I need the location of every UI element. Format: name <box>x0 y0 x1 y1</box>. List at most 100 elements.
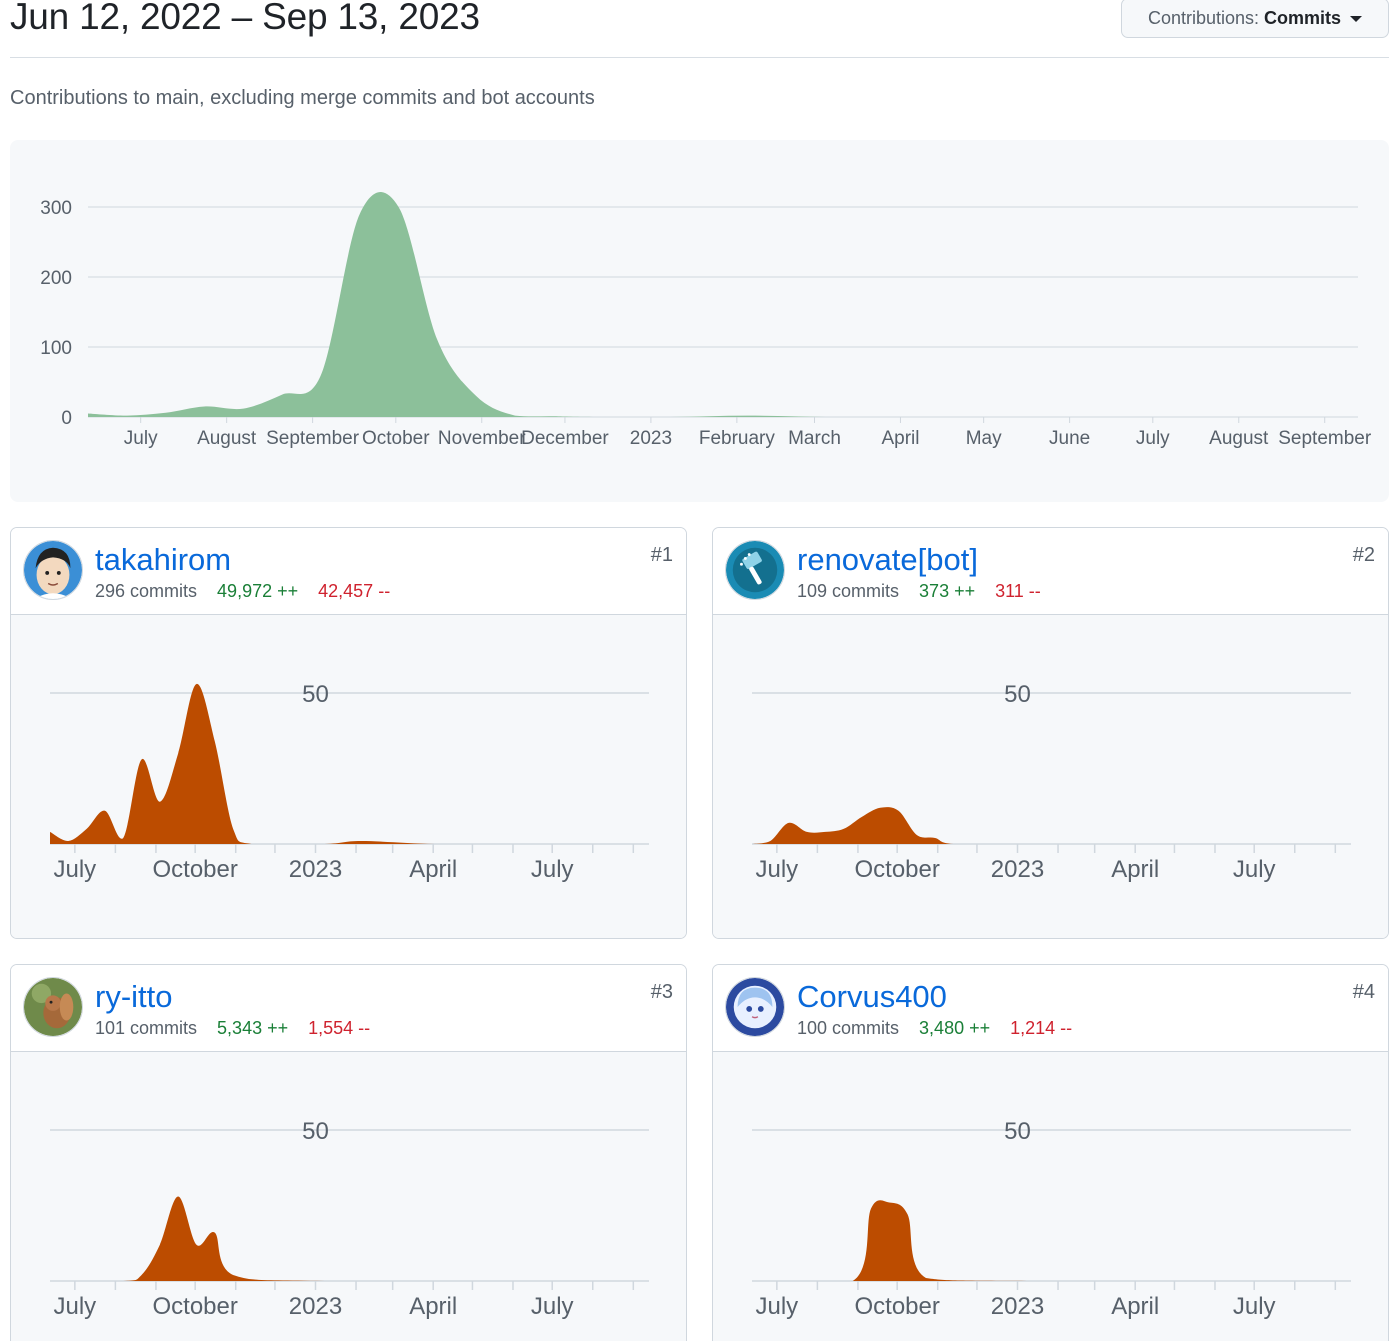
x-tick-label: July <box>756 856 799 883</box>
x-tick-label: September <box>266 428 360 449</box>
x-tick-label: September <box>1278 428 1372 449</box>
rank-label: #1 <box>650 544 673 566</box>
squirrel-avatar[interactable] <box>23 977 83 1037</box>
x-tick-label: December <box>521 428 609 449</box>
commit-count: 109 commits <box>797 581 900 601</box>
overall-contributions-chart: 0 100 200 300 July August September October Nove… <box>10 140 1389 502</box>
contributor-name-link[interactable]: takahirom <box>95 542 232 577</box>
area-series <box>752 807 1351 844</box>
x-tick-label: August <box>197 428 257 449</box>
renovate-bot-avatar[interactable] <box>725 540 785 600</box>
contributor-card: ry-itto 101 commits 5,343 ++ 1,554 -- #3… <box>10 964 687 1341</box>
x-tick-label: July <box>531 856 574 883</box>
x-tick-label: November <box>438 428 526 449</box>
anime-avatar[interactable] <box>725 977 785 1037</box>
contributor-chart: 50 July October 2023 April July <box>713 615 1388 938</box>
contributions-dropdown[interactable]: Contributions: Commits <box>1121 0 1389 38</box>
additions-count: 5,343 ++ <box>217 1018 289 1038</box>
caret-down-icon <box>1350 16 1363 22</box>
person-avatar[interactable] <box>23 540 83 600</box>
additions-count: 3,480 ++ <box>919 1018 991 1038</box>
y-tick-label: 200 <box>40 268 72 289</box>
contributor-stats: 296 commits 49,972 ++ 42,457 -- <box>95 581 390 602</box>
x-tick-label: February <box>699 428 776 449</box>
contributor-card: Corvus400 100 commits 3,480 ++ 1,214 -- … <box>712 964 1389 1341</box>
x-tick-label: April <box>1111 1293 1159 1320</box>
x-tick-label: October <box>854 1293 939 1320</box>
y-tick-label: 300 <box>40 198 72 219</box>
x-tick-label: April <box>881 428 919 449</box>
area-series <box>752 1200 1351 1281</box>
x-tick-label: October <box>854 856 939 883</box>
contributor-name-link[interactable]: ry-itto <box>95 979 173 1014</box>
x-tick-label: July <box>54 856 97 883</box>
deletions-count: 1,214 -- <box>1010 1018 1073 1038</box>
x-tick-label: July <box>124 428 158 449</box>
x-tick-label: 2023 <box>630 428 672 449</box>
rank-label: #2 <box>1352 544 1375 566</box>
x-tick-label: July <box>531 1293 574 1320</box>
contributor-name-link[interactable]: renovate[bot] <box>797 542 978 577</box>
x-tick-label: October <box>152 856 237 883</box>
commit-count: 101 commits <box>95 1018 198 1038</box>
deletions-count: 42,457 -- <box>318 581 391 601</box>
x-tick-label: 2023 <box>991 856 1044 883</box>
x-tick-label: August <box>1209 428 1269 449</box>
contributor-chart-svg: 50 July October 2023 April July <box>752 1118 1351 1320</box>
deletions-count: 311 -- <box>995 581 1041 601</box>
x-tick-label: 2023 <box>289 856 342 883</box>
deletions-count: 1,554 -- <box>308 1018 371 1038</box>
contributor-chart: 50 July October 2023 April July <box>11 1052 686 1341</box>
contributor-card-header: Corvus400 100 commits 3,480 ++ 1,214 -- … <box>713 965 1388 1052</box>
contributor-card: renovate[bot] 109 commits 373 ++ 311 -- … <box>712 527 1389 939</box>
commit-count: 100 commits <box>797 1018 900 1038</box>
dropdown-prefix: Contributions: <box>1147 7 1260 28</box>
y-tick-label: 50 <box>302 681 329 708</box>
x-tick-label: October <box>152 1293 237 1320</box>
contributor-stats: 109 commits 373 ++ 311 -- <box>797 581 1041 602</box>
x-tick-label: July <box>1233 1293 1276 1320</box>
chart-subtitle: Contributions to main, excluding merge c… <box>10 87 595 109</box>
x-tick-label: April <box>1111 856 1159 883</box>
x-tick-label: April <box>409 856 457 883</box>
area-series <box>50 1196 649 1281</box>
additions-count: 49,972 ++ <box>217 581 299 601</box>
x-tick-label: July <box>1136 428 1170 449</box>
y-tick-label: 50 <box>1004 1118 1031 1145</box>
contributor-card: takahirom 296 commits 49,972 ++ 42,457 -… <box>10 527 687 939</box>
contributor-stats: 101 commits 5,343 ++ 1,554 -- <box>95 1018 370 1039</box>
x-tick-label: April <box>409 1293 457 1320</box>
contributor-chart: 50 July October 2023 April July <box>11 615 686 938</box>
contributor-chart-svg: 50 July October 2023 April July <box>50 1118 649 1320</box>
contributor-stats: 100 commits 3,480 ++ 1,214 -- <box>797 1018 1072 1039</box>
x-tick-label: 2023 <box>289 1293 342 1320</box>
contributor-chart: 50 July October 2023 April July <box>713 1052 1388 1341</box>
commit-count: 296 commits <box>95 581 198 601</box>
x-tick-label: March <box>788 428 841 449</box>
x-tick-label: June <box>1049 428 1090 449</box>
additions-count: 373 ++ <box>919 581 976 601</box>
y-tick-label: 0 <box>61 408 72 429</box>
x-tick-label: July <box>756 1293 799 1320</box>
x-tick-label: October <box>362 428 430 449</box>
contributor-chart-svg: 50 July October 2023 April July <box>752 681 1351 883</box>
header-divider <box>10 57 1389 58</box>
area-series <box>50 683 649 844</box>
x-tick-label: July <box>54 1293 97 1320</box>
contributor-card-header: renovate[bot] 109 commits 373 ++ 311 -- … <box>713 528 1388 615</box>
x-tick-label: July <box>1233 856 1276 883</box>
contributor-chart-svg: 50 July October 2023 April July <box>50 681 649 883</box>
x-tick-label: May <box>966 428 1002 449</box>
y-tick-label: 50 <box>302 1118 329 1145</box>
contributor-card-header: takahirom 296 commits 49,972 ++ 42,457 -… <box>11 528 686 615</box>
contributor-card-header: ry-itto 101 commits 5,343 ++ 1,554 -- #3 <box>11 965 686 1052</box>
date-range-title: Jun 12, 2022 – Sep 13, 2023 <box>10 0 480 37</box>
rank-label: #3 <box>650 981 673 1003</box>
y-tick-label: 50 <box>1004 681 1031 708</box>
contributor-name-link[interactable]: Corvus400 <box>797 979 947 1014</box>
y-tick-label: 100 <box>40 338 72 359</box>
area-series <box>88 192 1358 417</box>
dropdown-value: Commits <box>1264 7 1342 28</box>
rank-label: #4 <box>1352 981 1375 1003</box>
